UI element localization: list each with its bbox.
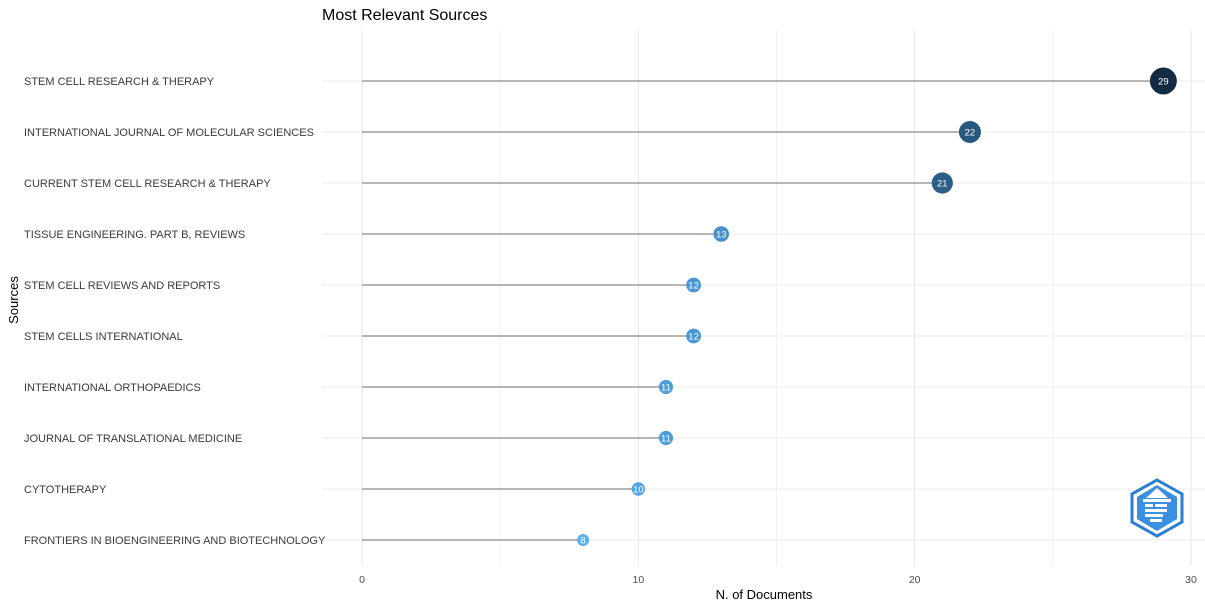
- y-axis-title: Sources: [6, 276, 21, 324]
- lollipop-point: [577, 534, 590, 546]
- source-label: INTERNATIONAL JOURNAL OF MOLECULAR SCIEN…: [24, 127, 314, 139]
- value-label: 10: [633, 485, 644, 496]
- lollipop-point: [631, 482, 646, 496]
- source-label: INTERNATIONAL ORTHOPAEDICS: [24, 382, 201, 394]
- bibliometrix-logo-icon: [1130, 478, 1184, 538]
- x-tick-label: 30: [1185, 574, 1197, 586]
- source-label: TISSUE ENGINEERING. PART B, REVIEWS: [24, 229, 245, 241]
- x-axis-title: N. of Documents: [716, 587, 813, 602]
- lollipop-point: [658, 430, 674, 446]
- source-label: JOURNAL OF TRANSLATIONAL MEDICINE: [24, 433, 242, 445]
- lollipop-point: [686, 328, 701, 344]
- lollipop-point: [686, 277, 701, 293]
- x-tick-label: 10: [632, 574, 644, 586]
- lollipop-point: [713, 226, 730, 242]
- lollipop-point: [931, 172, 953, 194]
- source-label: STEM CELLS INTERNATIONAL: [24, 331, 183, 343]
- value-label: 29: [1158, 77, 1169, 88]
- x-tick-label: 0: [359, 574, 365, 586]
- lollipop-point: [1149, 67, 1177, 95]
- source-label: STEM CELL REVIEWS AND REPORTS: [24, 280, 220, 292]
- source-label: FRONTIERS IN BIOENGINEERING AND BIOTECHN…: [24, 535, 326, 547]
- x-axis-ticks: 0 10 20 30: [359, 574, 1197, 586]
- lollipop-point: [658, 379, 674, 395]
- value-label: 22: [965, 128, 976, 139]
- source-label: CURRENT STEM CELL RESEARCH & THERAPY: [24, 178, 271, 190]
- lollipop-points: 29 22 21 13 12 12 11 11 10 8: [577, 67, 1177, 547]
- lollipop-point: [958, 121, 981, 143]
- source-label: CYTOTHERAPY: [24, 484, 107, 496]
- grid: [322, 30, 1205, 566]
- value-label: 8: [580, 536, 585, 547]
- value-label: 11: [661, 383, 671, 394]
- source-label: STEM CELL RESEARCH & THERAPY: [24, 76, 215, 88]
- value-label: 12: [688, 332, 699, 343]
- x-tick-label: 20: [909, 574, 921, 586]
- value-label: 21: [937, 179, 948, 190]
- value-label: 12: [688, 281, 699, 292]
- value-label: 13: [716, 230, 727, 241]
- lollipop-stems: [362, 80, 1164, 541]
- y-axis-labels: STEM CELL RESEARCH & THERAPY INTERNATIONA…: [24, 76, 326, 547]
- value-label: 11: [661, 434, 671, 445]
- chart-title: Most Relevant Sources: [322, 7, 487, 24]
